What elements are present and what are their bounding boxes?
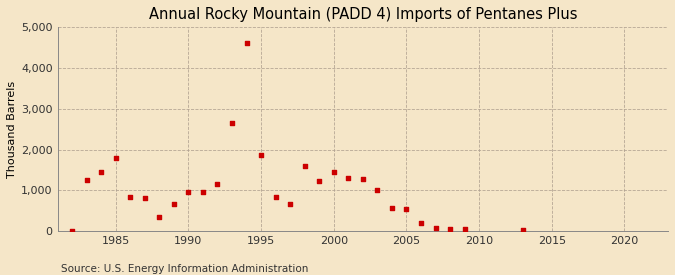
Point [358, 177, 369, 181]
Point [125, 195, 136, 200]
Point [387, 206, 398, 211]
Point [96, 170, 107, 174]
Point [270, 194, 281, 199]
Point [110, 156, 121, 160]
Y-axis label: Thousand Barrels: Thousand Barrels [7, 81, 17, 178]
Point [314, 179, 325, 184]
Point [401, 207, 412, 211]
Point [256, 153, 267, 157]
Point [416, 221, 427, 225]
Point [445, 227, 456, 231]
Point [81, 178, 92, 182]
Text: Source: U.S. Energy Information Administration: Source: U.S. Energy Information Administ… [61, 264, 308, 274]
Point [299, 164, 310, 168]
Point [198, 190, 209, 194]
Point [343, 176, 354, 180]
Point [459, 227, 470, 231]
Point [517, 227, 528, 232]
Point [430, 226, 441, 230]
Title: Annual Rocky Mountain (PADD 4) Imports of Pentanes Plus: Annual Rocky Mountain (PADD 4) Imports o… [148, 7, 577, 22]
Point [67, 229, 78, 233]
Point [328, 169, 339, 174]
Point [212, 182, 223, 186]
Point [227, 121, 238, 125]
Point [285, 202, 296, 207]
Point [183, 190, 194, 194]
Point [154, 215, 165, 219]
Point [140, 196, 151, 200]
Point [372, 188, 383, 192]
Point [241, 41, 252, 45]
Point [169, 202, 180, 207]
